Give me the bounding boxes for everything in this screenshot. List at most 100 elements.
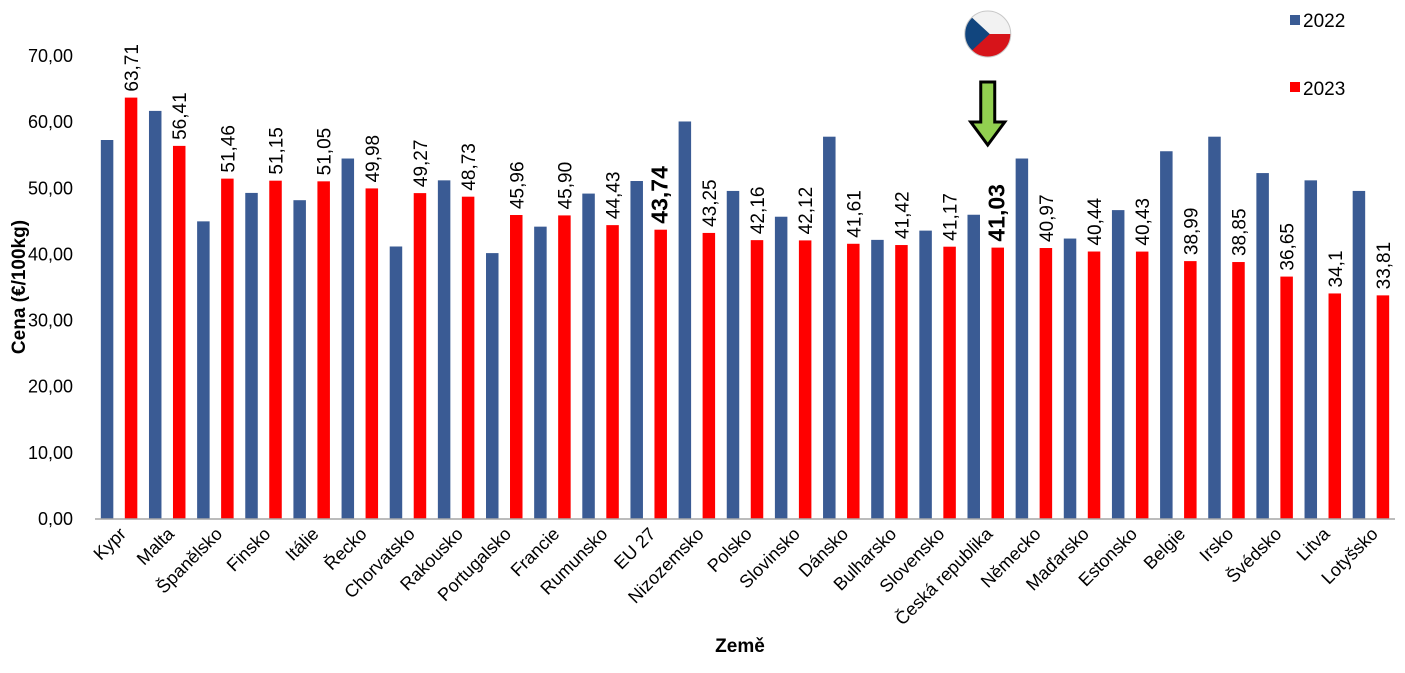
- data-label-2023: 51,05: [315, 128, 336, 176]
- data-label-2023: 51,15: [267, 127, 288, 175]
- data-label-2023: 51,46: [218, 125, 239, 173]
- bar-2022: [630, 181, 643, 519]
- bar-2022: [871, 239, 884, 519]
- bar-2023: [269, 180, 282, 519]
- data-label-2023: 34,1: [1326, 250, 1347, 287]
- bar-2022: [678, 121, 692, 519]
- bar-2022: [1015, 158, 1029, 519]
- y-tick-label: 30,00: [28, 311, 73, 331]
- legend-label-2022: 2022: [1303, 11, 1345, 32]
- bar-2022: [197, 221, 210, 519]
- data-label-2023: 56,41: [170, 92, 191, 140]
- data-label-2023: 33,81: [1374, 242, 1395, 290]
- down-arrow-icon: [967, 80, 1008, 148]
- y-tick-label: 0,00: [38, 509, 73, 529]
- legend-label-2023: 2023: [1303, 79, 1345, 100]
- bar-2023: [558, 215, 571, 519]
- bar-2023: [461, 196, 475, 519]
- data-label-2023: 38,99: [1181, 208, 1202, 256]
- data-label-2023: 41,17: [941, 193, 962, 241]
- y-tick-label: 70,00: [28, 46, 73, 66]
- bar-2023: [606, 225, 619, 519]
- bar-2022: [774, 216, 788, 519]
- bar-2023: [895, 245, 908, 519]
- data-label-2023: 49,98: [363, 135, 384, 183]
- bar-2022: [1111, 210, 1125, 519]
- data-label-2023: 43,74: [647, 166, 673, 224]
- data-label-2023: 44,43: [604, 172, 625, 220]
- bar-2023: [654, 229, 667, 519]
- bar-2023: [943, 246, 956, 519]
- legend-swatch-2022: [1290, 15, 1300, 25]
- bar-2022: [486, 253, 499, 519]
- bar-2023: [124, 97, 138, 520]
- bar-2022: [823, 136, 836, 520]
- x-category-label: Litva: [1293, 523, 1335, 565]
- x-axis-title: Země: [715, 636, 765, 657]
- data-label-2023: 45,96: [507, 161, 528, 209]
- data-label-2023: 41,61: [844, 190, 865, 238]
- bar-2023: [1280, 276, 1293, 519]
- y-tick-label: 50,00: [28, 178, 73, 198]
- bar-2022: [100, 140, 114, 519]
- data-label-2023: 42,16: [748, 187, 769, 235]
- bar-2022: [1304, 180, 1318, 519]
- y-tick-label: 40,00: [28, 244, 73, 264]
- bar-2023: [798, 240, 812, 519]
- bar-2023: [991, 247, 1004, 520]
- x-category-label: Belgie: [1140, 524, 1190, 574]
- czech-flag-icon: [964, 11, 1011, 57]
- bar-2022: [148, 110, 162, 520]
- bar-2023: [1232, 262, 1245, 519]
- bar-2022: [1256, 173, 1269, 519]
- x-category-label: Malta: [133, 523, 179, 569]
- bar-2022: [341, 158, 355, 519]
- data-label-2023: 63,71: [122, 44, 143, 92]
- data-label-2023: 38,85: [1229, 208, 1250, 256]
- y-tick-label: 20,00: [28, 377, 73, 397]
- data-label-2023: 40,43: [1133, 198, 1154, 246]
- bar-2023: [221, 178, 234, 520]
- x-category-label: Finsko: [223, 524, 275, 576]
- data-label-2023: 40,44: [1085, 198, 1106, 246]
- bar-2023: [1039, 248, 1053, 520]
- data-label-2023: 48,73: [459, 143, 480, 191]
- data-label-2023: 40,97: [1037, 194, 1058, 242]
- bar-2022: [967, 214, 980, 519]
- bar-2022: [1063, 238, 1077, 519]
- bar-2023: [750, 240, 764, 519]
- data-label-2023: 41,03: [984, 184, 1010, 242]
- bar-2022: [1208, 136, 1221, 520]
- bar-2022: [582, 193, 595, 519]
- bar-2023: [1328, 293, 1342, 519]
- y-tick-label: 10,00: [28, 443, 73, 463]
- bar-2022: [534, 226, 547, 520]
- data-label-2023: 49,27: [411, 140, 432, 188]
- bar-2022: [389, 246, 403, 519]
- x-category-label: Kypr: [90, 524, 130, 564]
- x-category-label: Irsko: [1196, 524, 1238, 566]
- data-label-2023: 43,25: [700, 179, 721, 227]
- y-tick-label: 60,00: [28, 112, 73, 132]
- bar-2022: [245, 192, 258, 519]
- bar-2023: [702, 232, 716, 520]
- bar-2023: [847, 243, 860, 519]
- bar-2022: [1160, 151, 1173, 519]
- bar-2022: [293, 200, 306, 520]
- bar-2023: [413, 193, 427, 519]
- bar-2023: [317, 181, 330, 520]
- bar-2022: [919, 230, 932, 520]
- data-label-2023: 41,42: [892, 191, 913, 239]
- bar-2023: [1376, 295, 1390, 519]
- bar-2023: [172, 145, 186, 520]
- bar-2022: [1352, 190, 1366, 519]
- data-label-2023: 36,65: [1278, 223, 1299, 271]
- bar-2023: [1184, 261, 1197, 519]
- bar-2023: [365, 188, 379, 519]
- bar-2022: [437, 180, 451, 519]
- flag-rim: [964, 10, 1012, 58]
- data-label-2023: 42,12: [796, 187, 817, 235]
- bar-2023: [510, 215, 523, 519]
